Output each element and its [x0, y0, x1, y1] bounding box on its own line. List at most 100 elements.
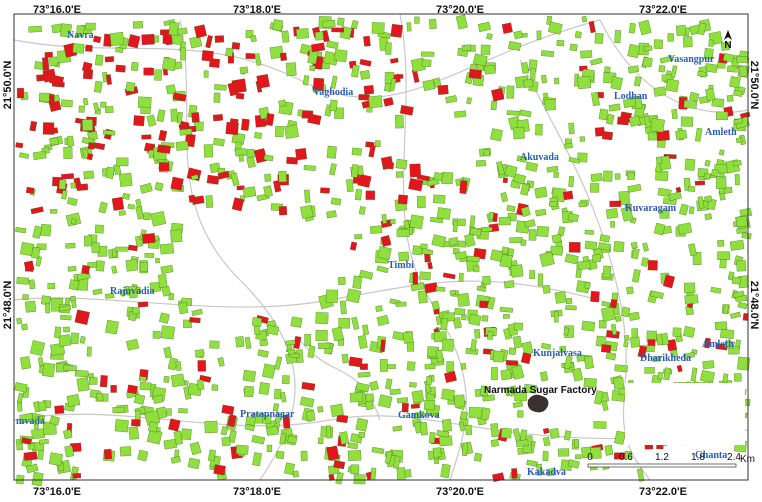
crop-field — [163, 438, 178, 450]
crop-field — [147, 421, 159, 433]
crop-field — [280, 392, 287, 403]
crop-field — [662, 274, 675, 289]
crop-field — [536, 463, 543, 476]
crop-field — [741, 232, 752, 240]
crop-field — [163, 346, 172, 359]
crop-field — [574, 439, 579, 448]
crop-field — [523, 383, 537, 394]
crop-field — [630, 336, 641, 348]
crop-field — [275, 125, 284, 138]
crop-field — [729, 76, 741, 89]
crop-field — [582, 255, 590, 262]
crop-field — [51, 127, 59, 134]
crop-field — [351, 164, 359, 178]
crop-field — [695, 127, 703, 142]
coord-left: 21°50.0'N — [2, 61, 14, 110]
crop-field — [605, 208, 619, 219]
crop-field — [105, 106, 114, 114]
crop-field — [179, 120, 189, 129]
crop-field — [125, 81, 136, 93]
crop-field — [165, 408, 172, 416]
crop-field — [141, 34, 155, 45]
crop-field — [59, 23, 72, 38]
crop-field — [329, 163, 337, 176]
crop-field — [729, 239, 745, 251]
crop-field — [659, 55, 674, 64]
crop-field — [591, 91, 600, 107]
crop-field — [335, 471, 344, 485]
crop-field — [730, 311, 741, 319]
crop-field — [542, 451, 549, 462]
crop-field — [360, 70, 371, 80]
crop-field — [672, 327, 682, 337]
crop-field — [376, 265, 389, 274]
crop-field — [318, 342, 331, 349]
crop-field — [365, 190, 376, 200]
crop-field — [575, 454, 582, 460]
crop-field — [81, 61, 93, 73]
crop-field — [359, 269, 374, 280]
crop-field — [371, 446, 385, 455]
crop-field — [590, 446, 602, 459]
crop-field — [63, 146, 73, 159]
crop-field — [330, 197, 342, 206]
crop-field — [461, 44, 472, 52]
crop-field — [684, 294, 699, 305]
crop-field — [441, 418, 452, 432]
crop-field — [652, 356, 662, 362]
crop-field — [329, 99, 338, 112]
crop-field — [402, 331, 414, 344]
crop-field — [688, 243, 697, 257]
crop-field — [487, 331, 494, 340]
crop-field — [358, 432, 366, 438]
crop-field — [705, 88, 716, 102]
crop-field — [78, 105, 85, 113]
crop-field — [419, 271, 431, 281]
crop-field — [431, 300, 440, 311]
crop-field — [152, 330, 161, 339]
crop-field — [158, 274, 168, 288]
crop-field — [694, 180, 706, 186]
crop-field — [539, 251, 555, 267]
crop-field — [49, 56, 58, 67]
crop-field — [207, 449, 216, 462]
crop-field — [246, 156, 256, 169]
north-arrow — [724, 30, 732, 40]
crop-field — [605, 351, 617, 361]
crop-field — [621, 306, 631, 318]
crop-field — [130, 61, 139, 72]
crop-field — [454, 251, 467, 260]
crop-field — [85, 44, 93, 52]
crop-field — [30, 206, 44, 215]
crop-field — [365, 400, 374, 411]
crop-field — [95, 54, 104, 66]
crop-field — [703, 172, 711, 180]
crop-field — [278, 170, 287, 183]
crop-field — [468, 69, 482, 80]
crop-field — [242, 369, 256, 382]
crop-field — [27, 443, 36, 450]
crop-field — [348, 356, 363, 368]
village-label: Lodhan — [614, 91, 648, 102]
crop-field — [175, 140, 189, 151]
crop-field — [711, 97, 725, 108]
crop-field — [401, 402, 409, 413]
crop-field — [290, 316, 303, 328]
crop-field — [453, 394, 466, 408]
crop-field — [567, 459, 580, 469]
crop-field — [82, 148, 90, 159]
crop-field — [203, 144, 214, 158]
crop-field — [245, 53, 256, 60]
crop-field — [628, 115, 641, 127]
village-label: Ghanta — [695, 450, 727, 461]
crop-field — [66, 135, 75, 147]
crop-field — [568, 157, 581, 164]
crop-field — [336, 17, 345, 27]
crop-field — [564, 253, 579, 265]
crop-field — [722, 373, 729, 383]
crop-field — [406, 22, 412, 32]
crop-field — [274, 388, 282, 400]
crop-field — [369, 225, 383, 234]
crop-field — [690, 367, 698, 382]
